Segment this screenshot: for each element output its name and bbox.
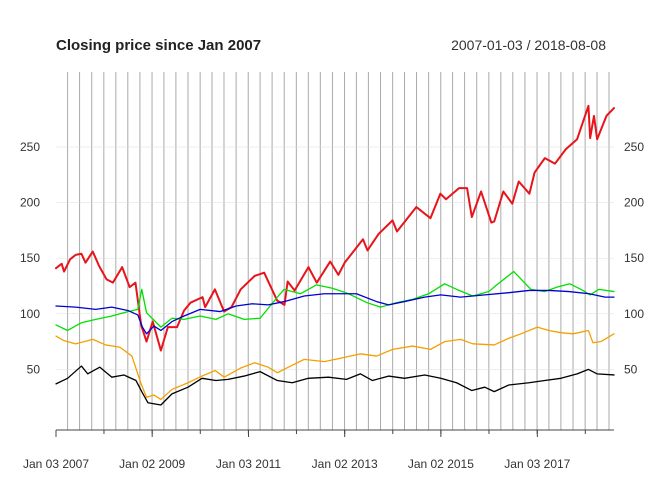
y-axis-right: 50 100 150 200 250 bbox=[624, 140, 644, 376]
y-tick-label-right: 100 bbox=[624, 307, 644, 321]
y-tick-label-left: 150 bbox=[20, 251, 40, 265]
x-tick-label: Jan 03 2011 bbox=[216, 457, 281, 471]
series-line-3 bbox=[55, 289, 615, 335]
y-tick-label-left: 50 bbox=[27, 362, 41, 376]
series-line-1 bbox=[55, 104, 615, 352]
chart-title: Closing price since Jan 2007 bbox=[56, 37, 261, 54]
y-tick-label-left: 100 bbox=[20, 307, 40, 321]
x-tick-label: Jan 03 2007 bbox=[23, 457, 89, 471]
y-tick-label-right: 50 bbox=[624, 362, 638, 376]
date-range-label: 2007-01-03 / 2018-08-08 bbox=[451, 37, 606, 53]
series-lines bbox=[55, 104, 615, 406]
series-line-4 bbox=[55, 326, 615, 401]
y-tick-label-right: 200 bbox=[624, 196, 644, 210]
x-tick-label: Jan 03 2017 bbox=[504, 457, 570, 471]
series-line-2 bbox=[55, 270, 615, 332]
y-axis-left: 50 100 150 200 250 bbox=[20, 140, 40, 376]
x-tick-label: Jan 02 2009 bbox=[119, 457, 185, 471]
x-axis: Jan 03 2007 Jan 02 2009 Jan 03 2011 Jan 02 … bbox=[23, 429, 614, 471]
y-tick-label-right: 150 bbox=[624, 251, 644, 265]
x-tick-label: Jan 02 2013 bbox=[312, 457, 378, 471]
y-tick-label-right: 250 bbox=[624, 140, 644, 154]
x-tick-label: Jan 02 2015 bbox=[408, 457, 474, 471]
series-line-5 bbox=[55, 365, 615, 406]
grid-lines bbox=[56, 72, 614, 430]
y-tick-label-left: 200 bbox=[20, 196, 40, 210]
y-tick-label-left: 250 bbox=[20, 140, 40, 154]
